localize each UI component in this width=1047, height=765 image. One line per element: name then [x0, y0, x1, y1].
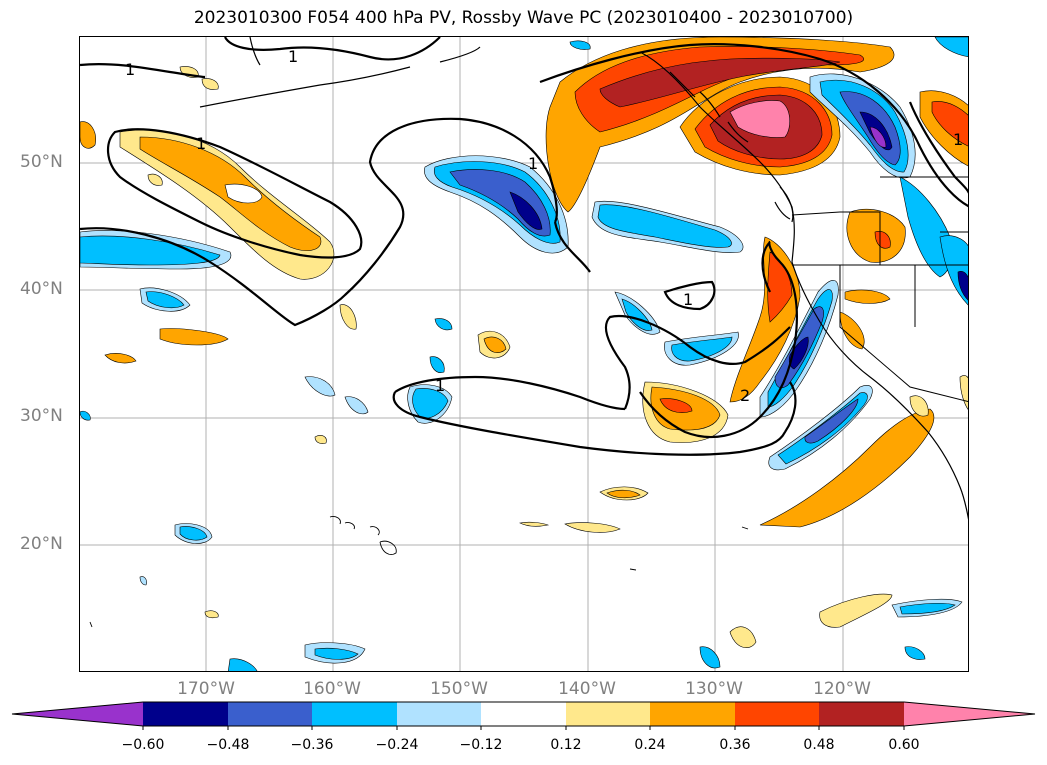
negative-anomalies: [80, 37, 968, 671]
contour-labels: 1 1 1 1 1 1 1 2: [125, 47, 963, 405]
colorbar: [11, 701, 1036, 730]
pv-contour-1-big: [80, 117, 558, 327]
pv-contour-1-return: [392, 381, 797, 456]
contour-label: 1: [196, 134, 206, 153]
colorbar-bin: [143, 702, 228, 726]
colorbar-tick-label: −0.48: [206, 737, 250, 753]
figure-title: 2023010300 F054 400 hPa PV, Rossby Wave …: [193, 8, 854, 28]
lat-label-20n: 20°N: [20, 534, 63, 554]
colorbar-bin: [312, 702, 397, 726]
pv-contour-1-west: [80, 62, 206, 79]
lat-label-30n: 30°N: [20, 406, 63, 426]
contour-label: 2: [740, 386, 750, 405]
pv-contour-1-east: [908, 101, 968, 194]
lon-label-140w: 140°W: [558, 679, 616, 699]
state-borders: [791, 176, 968, 403]
colorbar-bin: [650, 702, 735, 726]
colorbar-extend-over: [904, 702, 1035, 726]
colorbar-tick-label: 0.60: [888, 737, 920, 753]
colorbar-tick-label: −0.60: [121, 737, 165, 753]
lat-label-40n: 40°N: [20, 279, 63, 299]
colorbar-tick-label: −0.36: [290, 737, 334, 753]
lon-label-120w: 120°W: [813, 679, 871, 699]
pv-contour-2: [639, 240, 798, 439]
colorbar-bin: [566, 702, 650, 726]
pv-contour-1-pacific: [539, 43, 968, 273]
colorbar-bin: [228, 702, 312, 726]
lon-label-150w: 150°W: [430, 679, 488, 699]
lon-label-170w: 170°W: [177, 679, 235, 699]
pv-contour-1-north: [224, 37, 441, 61]
contour-label: 1: [953, 130, 963, 149]
positive-anomalies: [80, 37, 968, 649]
pv-contour-1-south: [394, 314, 791, 411]
colorbar-bin: [735, 702, 819, 726]
map-canvas: 1 1 1 1 1 1 1 2: [80, 37, 968, 671]
map-panel: 1 1 1 1 1 1 1 2: [79, 36, 969, 672]
colorbar-tick-label: 0.12: [550, 737, 582, 753]
contour-label: 1: [288, 47, 298, 66]
north-american-coast: [639, 51, 968, 520]
pv-contour-1-loop: [107, 128, 363, 259]
anomaly-southwest-band: [759, 408, 935, 528]
contour-label: 1: [435, 376, 445, 395]
colorbar-bin: [397, 702, 481, 726]
contour-label: 1: [528, 154, 538, 173]
colorbar-bin: [819, 702, 904, 726]
lon-label-130w: 130°W: [685, 679, 743, 699]
islands: [89, 516, 749, 628]
colorbar-extend-under: [12, 702, 143, 726]
lat-label-50n: 50°N: [20, 152, 63, 172]
coastlines: [199, 37, 968, 520]
colorbar-bin: [481, 702, 566, 726]
colorbar-tick-label: 0.36: [719, 737, 751, 753]
colorbar-tick-label: −0.12: [459, 737, 503, 753]
lon-label-160w: 160°W: [303, 679, 361, 699]
contour-label: 1: [125, 60, 135, 79]
contour-label: 1: [683, 290, 693, 309]
colorbar-tick-label: 0.48: [803, 737, 835, 753]
pv-contours: [80, 37, 968, 456]
pv-contour-1-small: [663, 280, 716, 311]
colorbar-tick-label: 0.24: [634, 737, 666, 753]
colorbar-tick-label: −0.24: [375, 737, 419, 753]
